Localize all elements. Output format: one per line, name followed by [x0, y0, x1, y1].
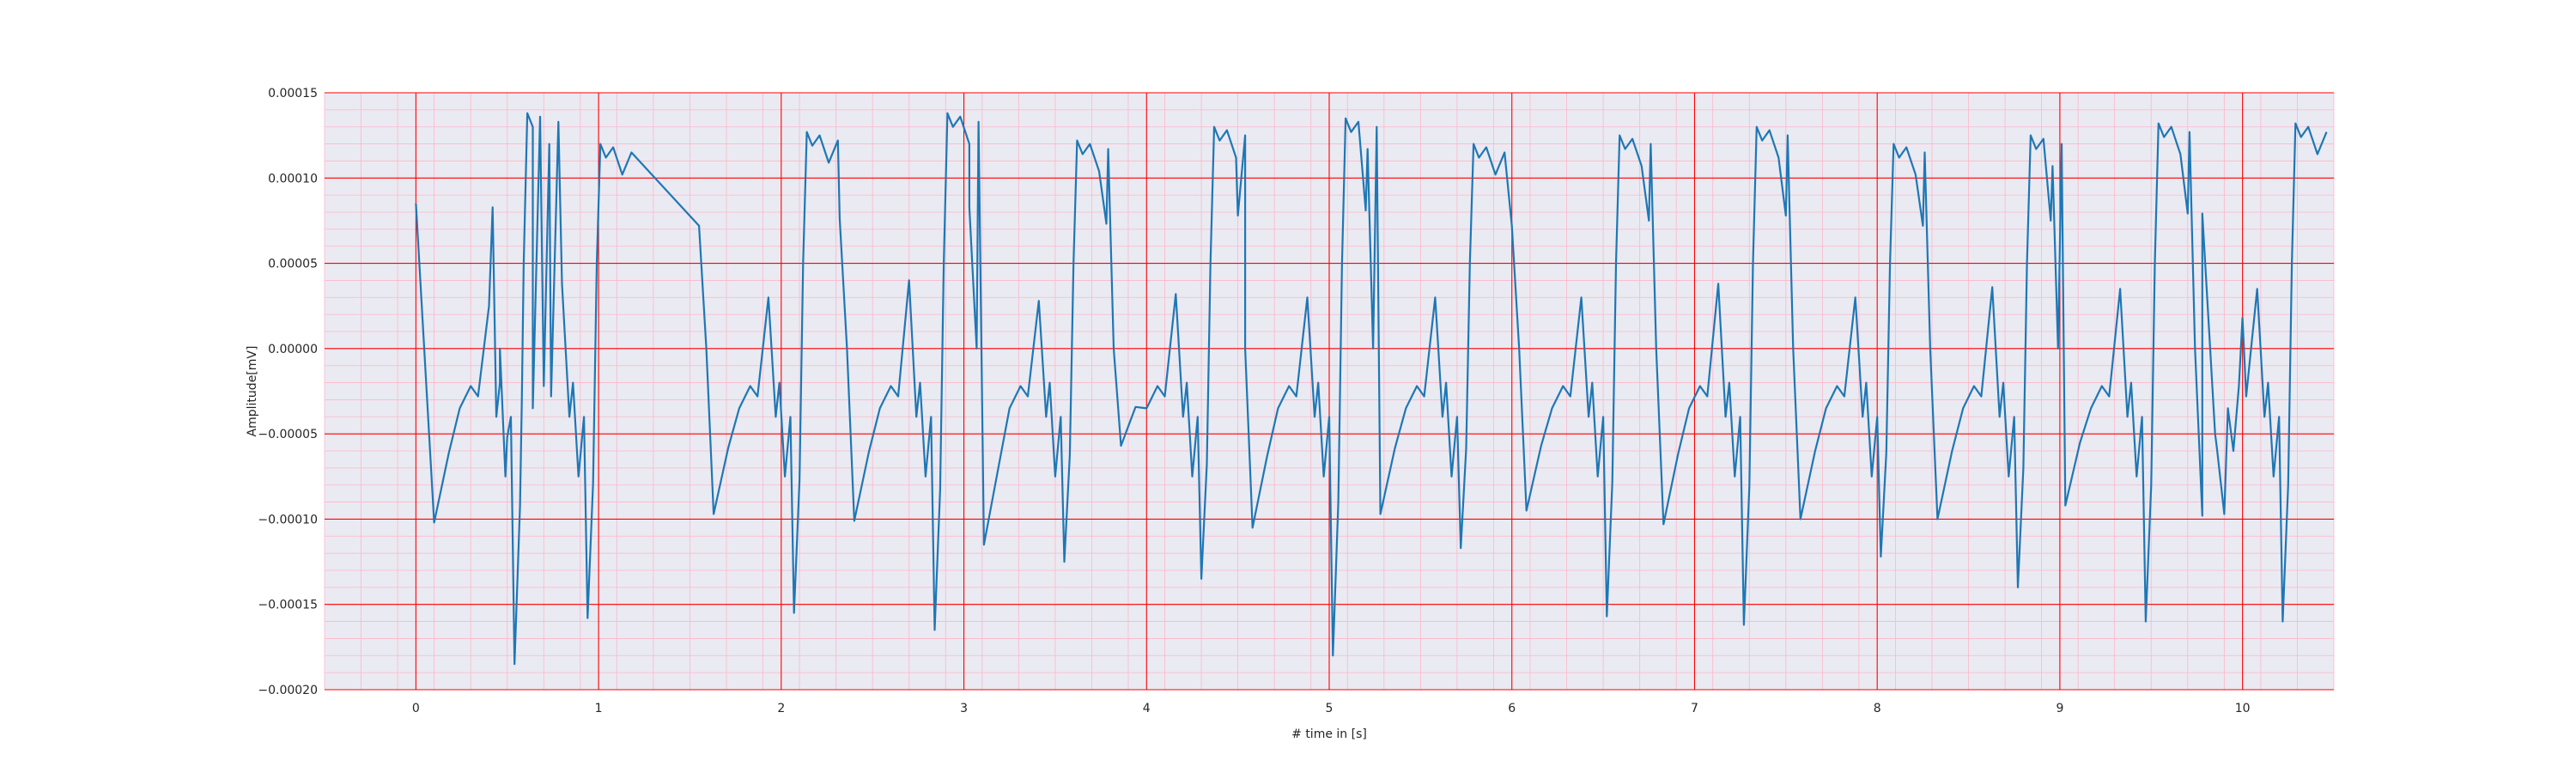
x-tick-label: 6 — [1508, 702, 1516, 715]
x-tick-label: 7 — [1691, 702, 1698, 715]
y-tick-label: −0.00015 — [258, 599, 318, 612]
y-tick-label: 0.00015 — [268, 87, 318, 100]
y-tick-label: 0.00000 — [268, 343, 318, 356]
y-axis: −0.00020 −0.00015 −0.00010 −0.00005 0.00000 0… — [258, 87, 318, 697]
x-tick-label: 9 — [2056, 702, 2063, 715]
y-axis-label: Amplitude[mV] — [246, 346, 259, 437]
x-tick-label: 1 — [595, 702, 603, 715]
x-tick-label: 3 — [960, 702, 968, 715]
y-tick-label: 0.00010 — [268, 172, 318, 186]
x-axis-label: # time in [s] — [1291, 727, 1367, 741]
x-tick-label: 2 — [777, 702, 785, 715]
y-tick-label: −0.00005 — [258, 428, 318, 441]
x-tick-label: 10 — [2235, 702, 2251, 715]
signal-line — [415, 112, 2328, 666]
x-tick-label: 8 — [1874, 702, 1881, 715]
x-axis: 0 1 2 3 4 5 6 7 8 9 10 — [412, 702, 2251, 715]
x-tick-label: 5 — [1326, 702, 1334, 715]
x-tick-label: 0 — [412, 702, 420, 715]
x-tick-label: 4 — [1143, 702, 1151, 715]
y-tick-label: 0.00005 — [268, 258, 318, 271]
y-tick-label: −0.00010 — [258, 513, 318, 526]
y-tick-label: −0.00020 — [258, 684, 318, 697]
